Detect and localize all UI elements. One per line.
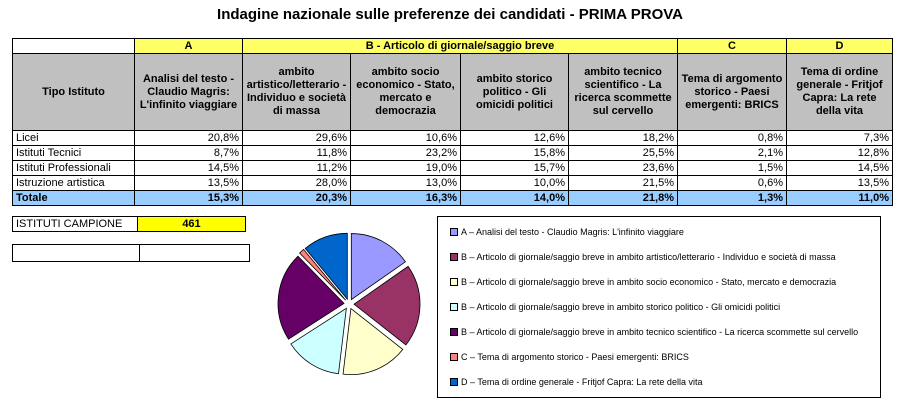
table-cell: 12,8% bbox=[786, 145, 893, 161]
blank-cell bbox=[12, 38, 135, 54]
pie-slice bbox=[299, 248, 346, 301]
column-header: Tema di argomento storico - Paesi emerge… bbox=[677, 53, 787, 131]
total-cell: 1,3% bbox=[677, 190, 787, 206]
group-header-c: C bbox=[677, 38, 787, 54]
total-cell: 16,3% bbox=[350, 190, 461, 206]
column-header: ambito artistico/letterario - Individuo … bbox=[242, 53, 351, 131]
legend-item: B – Articolo di giornale/saggio breve in… bbox=[450, 277, 836, 287]
table-cell: 1,5% bbox=[677, 160, 787, 176]
legend-swatch bbox=[450, 303, 458, 311]
legend-label: C – Tema di argomento storico - Paesi em… bbox=[461, 352, 689, 362]
row-label: Totale bbox=[12, 190, 135, 206]
legend-item: B – Articolo di giornale/saggio breve in… bbox=[450, 252, 836, 262]
table-row: Licei 20,8% 29,6% 10,6% 12,6% 18,2% 0,8%… bbox=[12, 130, 893, 146]
table-cell: 7,3% bbox=[786, 130, 893, 146]
table-cell: 23,6% bbox=[568, 160, 678, 176]
empty-box bbox=[12, 244, 250, 262]
pie-chart bbox=[277, 232, 421, 376]
total-cell: 15,3% bbox=[134, 190, 243, 206]
empty-cell bbox=[12, 244, 140, 262]
legend-item: A – Analisi del testo - Claudio Magris: … bbox=[450, 227, 684, 237]
legend-swatch bbox=[450, 328, 458, 336]
table-cell: 11,8% bbox=[242, 145, 351, 161]
table-cell: 2,1% bbox=[677, 145, 787, 161]
table-cell: 13,0% bbox=[350, 175, 461, 191]
table-cell: 12,6% bbox=[460, 130, 569, 146]
page-title: Indagine nazionale sulle preferenze dei … bbox=[217, 6, 683, 23]
table-cell: 19,0% bbox=[350, 160, 461, 176]
total-cell: 14,0% bbox=[460, 190, 569, 206]
table-row: Istruzione artistica 13,5% 28,0% 13,0% 1… bbox=[12, 175, 893, 191]
legend-item: B – Articolo di giornale/saggio breve in… bbox=[450, 327, 858, 337]
campione-label: ISTITUTI CAMPIONE bbox=[12, 216, 138, 232]
table-cell: 14,5% bbox=[786, 160, 893, 176]
table-cell: 14,5% bbox=[134, 160, 243, 176]
campione-value: 461 bbox=[137, 216, 246, 232]
pie-slice bbox=[277, 255, 345, 340]
row-header: Tipo Istituto bbox=[12, 53, 135, 131]
column-header: ambito socio economico - Stato, mercato … bbox=[350, 53, 461, 131]
table-cell: 18,2% bbox=[568, 130, 678, 146]
legend-label: B – Articolo di giornale/saggio breve in… bbox=[461, 252, 836, 262]
table-cell: 8,7% bbox=[134, 145, 243, 161]
total-row: Totale 15,3% 20,3% 16,3% 14,0% 21,8% 1,3… bbox=[12, 190, 893, 206]
legend-item: D – Tema di ordine generale - Fritjof Ca… bbox=[450, 377, 702, 387]
group-header-d: D bbox=[786, 38, 893, 54]
legend-swatch bbox=[450, 353, 458, 361]
legend-swatch bbox=[450, 278, 458, 286]
pie-slice bbox=[350, 233, 406, 301]
table-cell: 29,6% bbox=[242, 130, 351, 146]
pie-slice bbox=[304, 232, 348, 301]
table-cell: 10,0% bbox=[460, 175, 569, 191]
table-cell: 25,5% bbox=[568, 145, 678, 161]
group-header-b: B - Articolo di giornale/saggio breve bbox=[242, 38, 678, 54]
legend-label: B – Articolo di giornale/saggio breve in… bbox=[461, 277, 837, 287]
pie-slice bbox=[353, 265, 421, 346]
table-cell: 15,7% bbox=[460, 160, 569, 176]
legend-swatch bbox=[450, 253, 458, 261]
table-cell: 28,0% bbox=[242, 175, 351, 191]
legend-item: B – Articolo di giornale/saggio breve in… bbox=[450, 302, 780, 312]
chart-legend: A – Analisi del testo - Claudio Magris: … bbox=[437, 216, 881, 398]
column-header: ambito tecnico scientifico - La ricerca … bbox=[568, 53, 678, 131]
table-cell: 0,6% bbox=[677, 175, 787, 191]
legend-swatch bbox=[450, 228, 458, 236]
pie-slice bbox=[290, 307, 347, 375]
table-cell: 23,2% bbox=[350, 145, 461, 161]
table-cell: 0,8% bbox=[677, 130, 787, 146]
empty-cell bbox=[139, 244, 250, 262]
column-header: Tema di ordine generale - Fritjof Capra:… bbox=[786, 53, 893, 131]
column-header: Analisi del testo - Claudio Magris: L'in… bbox=[134, 53, 243, 131]
row-label: Istituti Professionali bbox=[12, 160, 135, 176]
legend-swatch bbox=[450, 378, 458, 386]
legend-label: B – Articolo di giornale/saggio breve in… bbox=[461, 302, 781, 312]
table-cell: 11,2% bbox=[242, 160, 351, 176]
column-header: ambito storico politico - Gli omicidi po… bbox=[460, 53, 569, 131]
table-cell: 21,5% bbox=[568, 175, 678, 191]
row-label: Istruzione artistica bbox=[12, 175, 135, 191]
table-cell: 15,8% bbox=[460, 145, 569, 161]
row-label: Istituti Tecnici bbox=[12, 145, 135, 161]
table-cell: 13,5% bbox=[134, 175, 243, 191]
group-header-a: A bbox=[134, 38, 243, 54]
legend-item: C – Tema di argomento storico - Paesi em… bbox=[450, 352, 689, 362]
row-label: Licei bbox=[12, 130, 135, 146]
table-row: Istituti Tecnici 8,7% 11,8% 23,2% 15,8% … bbox=[12, 145, 893, 161]
campione-box: ISTITUTI CAMPIONE 461 bbox=[12, 216, 246, 232]
results-table: A B - Articolo di giornale/saggio breve … bbox=[12, 38, 893, 206]
total-cell: 20,3% bbox=[242, 190, 351, 206]
table-cell: 10,6% bbox=[350, 130, 461, 146]
table-cell: 20,8% bbox=[134, 130, 243, 146]
total-cell: 11,0% bbox=[786, 190, 893, 206]
total-cell: 21,8% bbox=[568, 190, 678, 206]
table-row: Istituti Professionali 14,5% 11,2% 19,0%… bbox=[12, 160, 893, 176]
table-cell: 13,5% bbox=[786, 175, 893, 191]
legend-label: D – Tema di ordine generale - Fritjof Ca… bbox=[461, 377, 703, 387]
legend-label: B – Articolo di giornale/saggio breve in… bbox=[461, 327, 859, 337]
legend-label: A – Analisi del testo - Claudio Magris: … bbox=[461, 227, 684, 237]
pie-slice bbox=[342, 307, 404, 376]
